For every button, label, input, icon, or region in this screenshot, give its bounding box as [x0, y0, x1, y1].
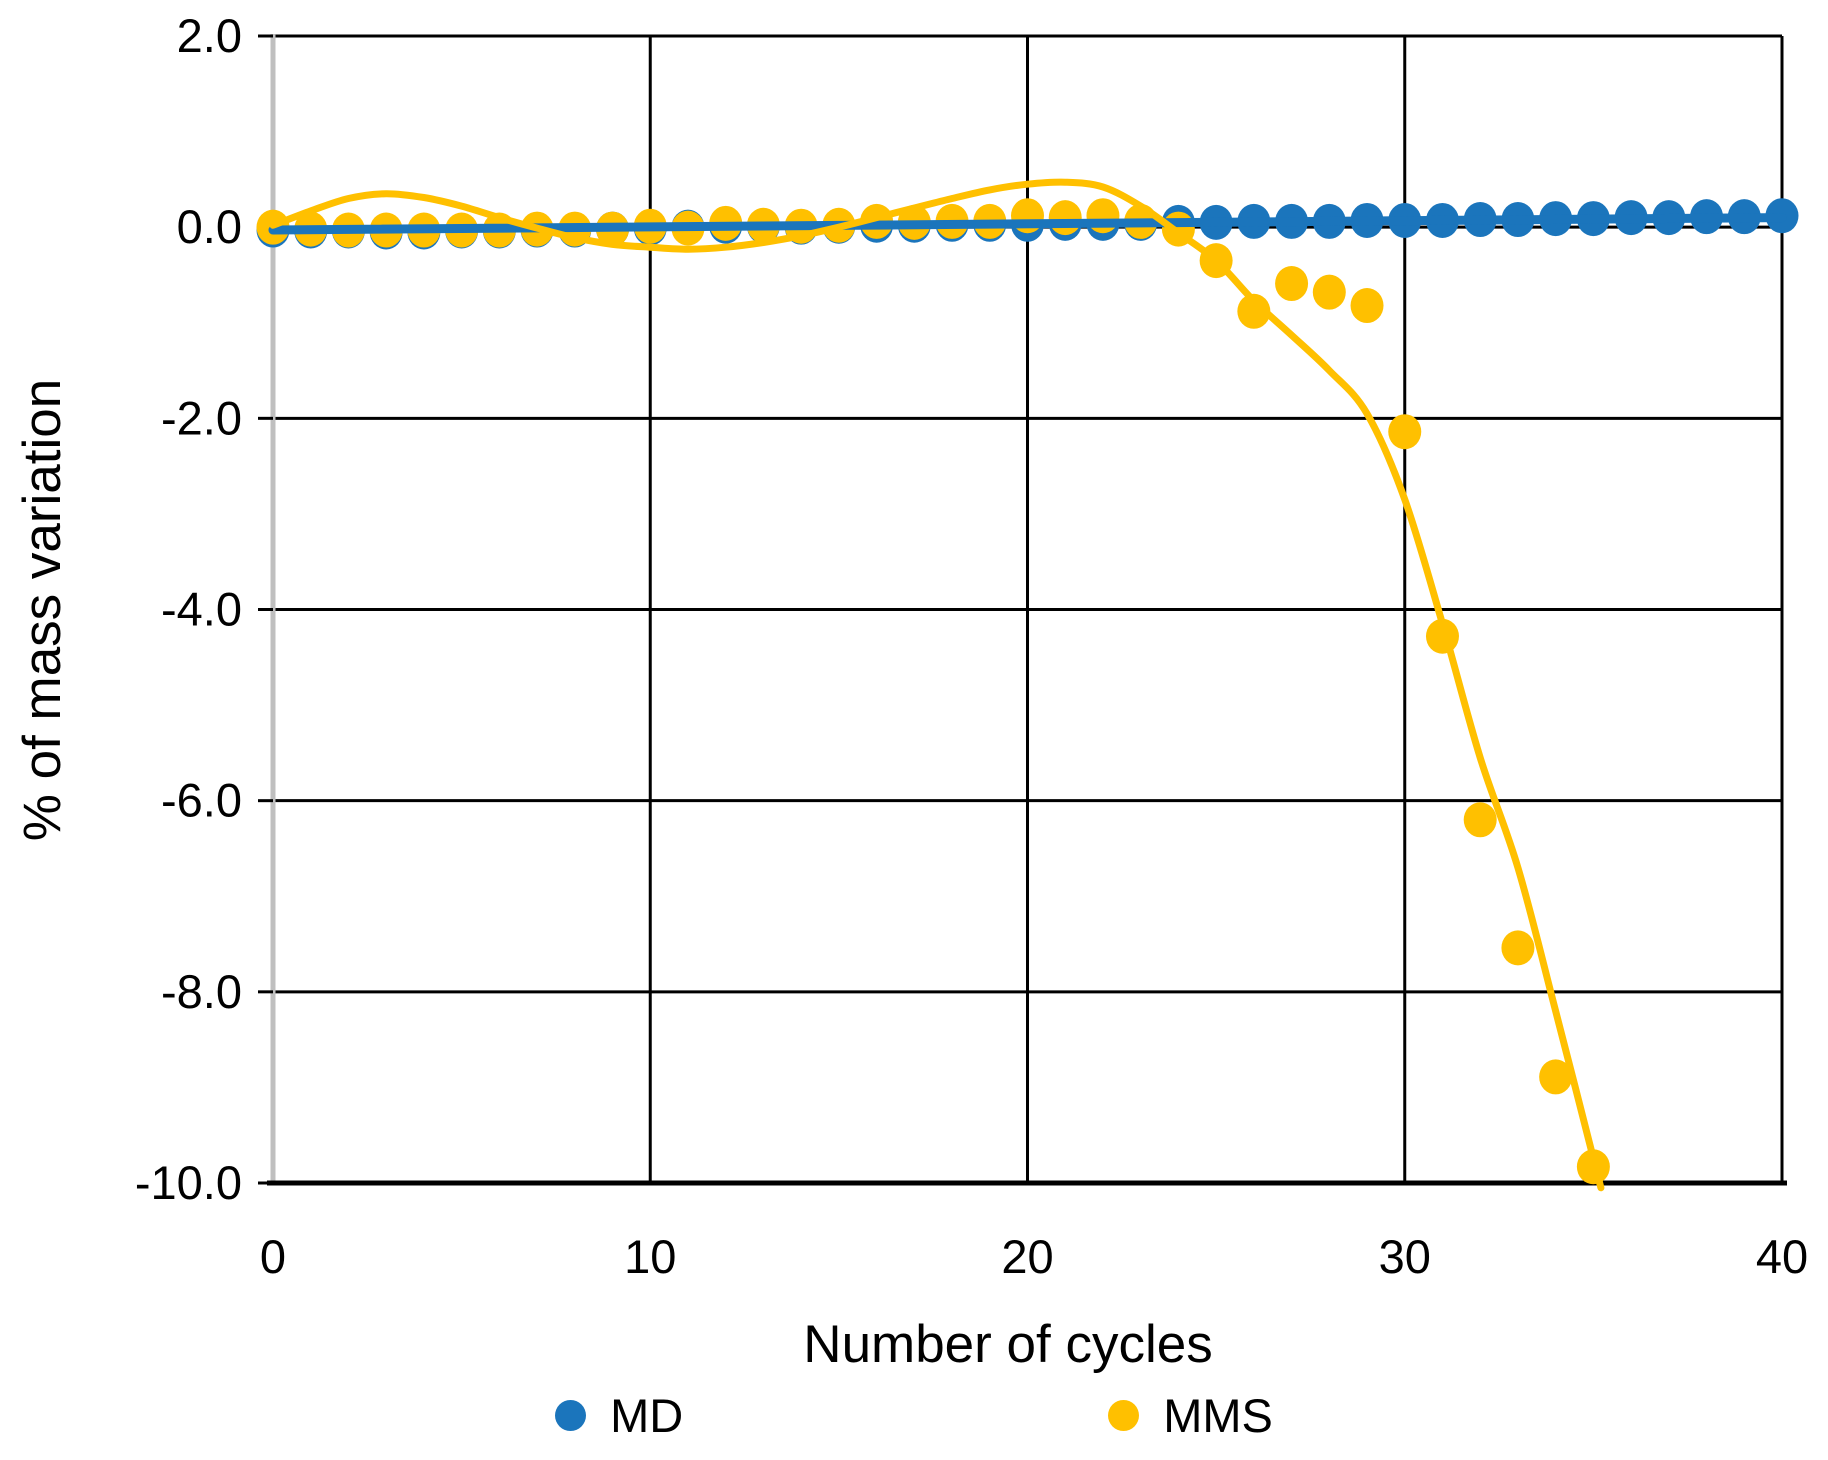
- mms-point: [1388, 414, 1422, 450]
- x-tick-label: 10: [624, 1230, 676, 1283]
- y-tick-label: -4.0: [161, 583, 242, 636]
- x-tick-label: 0: [260, 1230, 286, 1283]
- mms-trendline-path: [269, 178, 1605, 1192]
- mms-legend-label: MMS: [1163, 1389, 1273, 1442]
- x-tick-label: 30: [1379, 1230, 1431, 1283]
- y-tick-label: -2.0: [161, 391, 242, 444]
- y-tick-label: 0.0: [177, 200, 242, 253]
- x-tick-label: 40: [1756, 1230, 1808, 1283]
- y-tick-label: -8.0: [161, 965, 242, 1018]
- mms-trend-line: [269, 178, 1605, 1192]
- legend-item-md: MD: [555, 1392, 683, 1439]
- mms-point: [1312, 274, 1346, 310]
- mms-point: [1539, 1059, 1573, 1095]
- md-legend-marker-icon: [555, 1400, 587, 1431]
- legend-item-mms: MMS: [1108, 1392, 1273, 1439]
- mms-point: [1048, 200, 1082, 236]
- mms-point: [1350, 288, 1384, 324]
- x-tick-label: 20: [1001, 1230, 1053, 1283]
- y-tick-label: -10.0: [135, 1156, 242, 1209]
- mms-point: [1275, 266, 1309, 302]
- mms-legend-marker-icon: [1108, 1400, 1140, 1431]
- mms-data-points: [256, 198, 1610, 1185]
- legend: MD MMS: [0, 1392, 1828, 1439]
- mms-point: [1463, 802, 1497, 838]
- md-legend-label: MD: [610, 1389, 684, 1442]
- axis-tick-labels: 2.0 0.0 -2.0 -4.0 -6.0 -8.0 -10.0 0 10 20 30 40: [135, 9, 1808, 1283]
- y-tick-label: -6.0: [161, 774, 242, 827]
- mms-point: [1237, 293, 1271, 329]
- y-tick-label: 2.0: [177, 9, 242, 62]
- y-axis-title: % of mass variation: [13, 379, 72, 841]
- mms-point: [1086, 198, 1120, 234]
- mms-point: [1501, 930, 1535, 966]
- x-axis-title: Number of cycles: [803, 1315, 1212, 1374]
